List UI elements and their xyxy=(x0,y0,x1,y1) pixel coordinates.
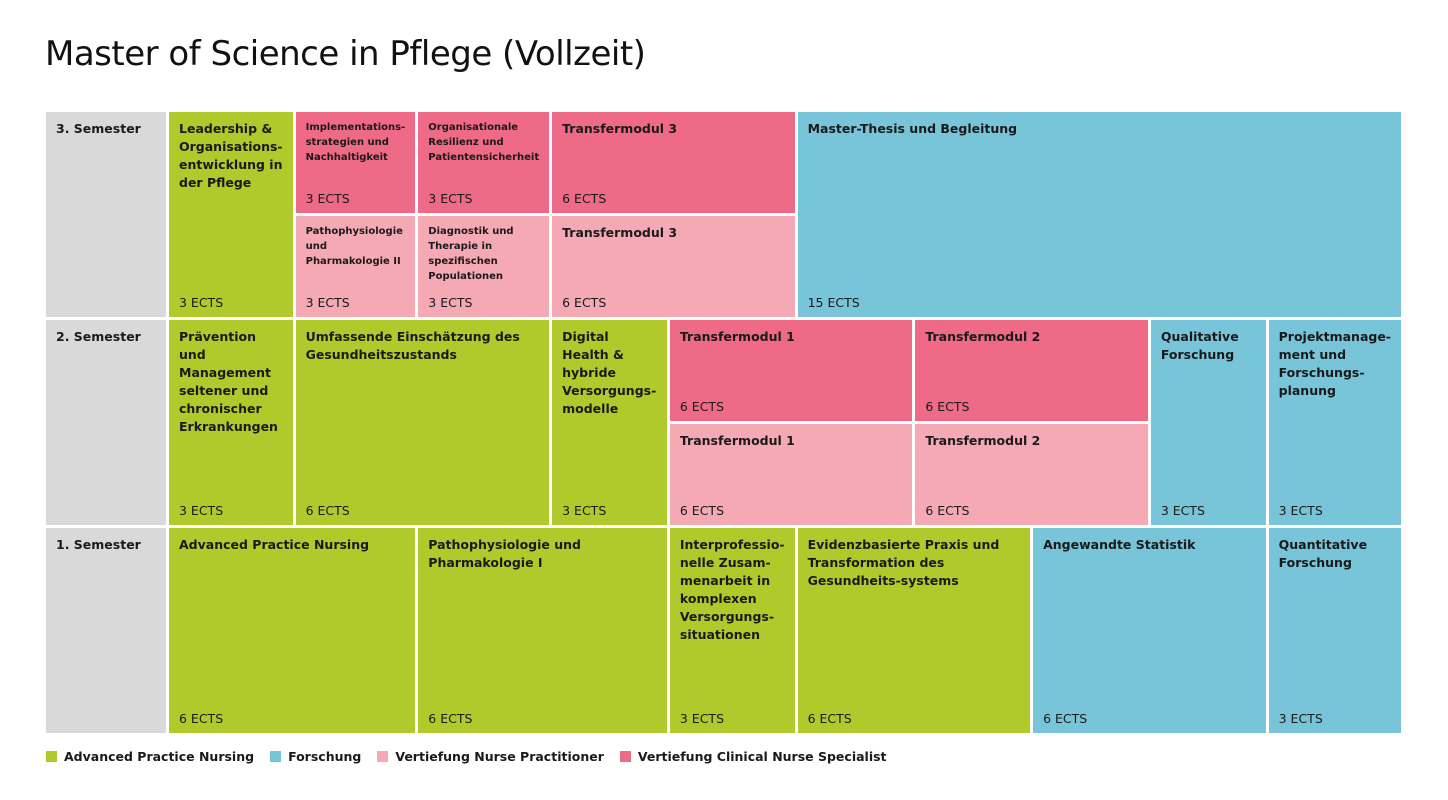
module-praevention: Prävention und Management seltener und c… xyxy=(169,320,293,525)
module-ects: 3 ECTS xyxy=(428,191,473,206)
semester-label-text: 3. Semester xyxy=(56,121,141,136)
module-interprof: Interprofessio-nelle Zusam-menarbeit in … xyxy=(669,528,795,733)
module-evidenz: Evidenzbasierte Praxis und Transformatio… xyxy=(797,528,1031,733)
module-name: Implementations-strategien und Nachhalti… xyxy=(305,122,406,163)
module-patho2: Pathophysiologie und Pharmakologie II 3 E… xyxy=(295,216,416,317)
semester-label-1: 1. Semester xyxy=(46,528,166,733)
module-name: Transfermodul 1 xyxy=(679,329,795,344)
module-ects: 3 ECTS xyxy=(1278,503,1323,518)
module-ects: 6 ECTS xyxy=(925,399,970,414)
legend-label: Vertiefung Clinical Nurse Specialist xyxy=(637,749,887,764)
module-ects: 6 ECTS xyxy=(562,295,607,310)
legend-swatch xyxy=(46,751,57,762)
module-name: Pathophysiologie und Pharmakologie I xyxy=(428,537,581,570)
module-ects: 3 ECTS xyxy=(305,191,350,206)
module-name: Projektmanage-ment und Forschungs-planun… xyxy=(1278,329,1391,398)
module-resilienz: Organisationale Resilienz und Patientens… xyxy=(418,112,550,213)
module-name: Diagnostik und Therapie in spezifischen … xyxy=(428,226,514,282)
module-patho1: Pathophysiologie und Pharmakologie I 6 EC… xyxy=(418,528,667,733)
page-title: Master of Science in Pflege (Vollzeit) xyxy=(45,34,646,74)
legend-swatch xyxy=(377,751,389,762)
module-ects: 3 ECTS xyxy=(428,295,473,310)
module-thesis: Master-Thesis und Begleitung 15 ECTS xyxy=(797,112,1401,317)
legend-item-cns: Vertiefung Clinical Nurse Specialist xyxy=(619,749,887,764)
module-name: Qualitative Forschung xyxy=(1160,329,1239,362)
module-ects: 3 ECTS xyxy=(562,503,607,518)
module-ects: 3 ECTS xyxy=(1278,711,1323,726)
semester-label-2: 2. Semester xyxy=(46,320,166,525)
legend-label: Vertiefung Nurse Practitioner xyxy=(395,749,604,764)
legend-item-forschung: Forschung xyxy=(270,749,361,764)
module-name: Master-Thesis und Begleitung xyxy=(807,121,1018,136)
module-transfer2-np: Transfermodul 2 6 ECTS xyxy=(915,424,1148,525)
module-name: Digital Health & hybride Versorgungs-mod… xyxy=(562,329,657,416)
module-ects: 6 ECTS xyxy=(925,503,970,518)
semester-label-text: 1. Semester xyxy=(56,537,141,552)
legend-label: Advanced Practice Nursing xyxy=(64,749,255,764)
module-ects: 6 ECTS xyxy=(807,711,852,726)
module-ects: 6 ECTS xyxy=(305,503,350,518)
module-name: Pathophysiologie und Pharmakologie II xyxy=(305,226,403,267)
module-transfer2-cns: Transfermodul 2 6 ECTS xyxy=(915,320,1148,421)
module-name: Evidenzbasierte Praxis und Transformatio… xyxy=(807,537,1000,588)
module-ects: 3 ECTS xyxy=(679,711,724,726)
module-ects: 15 ECTS xyxy=(807,295,860,310)
legend-item-apn: Advanced Practice Nursing xyxy=(46,749,254,764)
module-name: Transfermodul 1 xyxy=(679,433,795,448)
module-projekt: Projektmanage-ment und Forschungs-planun… xyxy=(1268,320,1401,525)
module-name: Advanced Practice Nursing xyxy=(179,537,370,552)
module-name: Leadership & Organisations-entwicklung i… xyxy=(179,121,283,190)
module-name: Transfermodul 2 xyxy=(925,433,1041,448)
module-name: Umfassende Einschätzung des Gesundheitsz… xyxy=(305,329,520,362)
module-name: Organisationale Resilienz und Patientens… xyxy=(428,122,540,163)
module-digital: Digital Health & hybride Versorgungs-mod… xyxy=(552,320,667,525)
legend-swatch xyxy=(270,751,282,762)
module-ects: 3 ECTS xyxy=(1160,503,1205,518)
module-quantitativ: Quantitative Forschung 3 ECTS xyxy=(1268,528,1401,733)
module-transfer1-np: Transfermodul 1 6 ECTS xyxy=(669,424,913,525)
module-transfer1-cns: Transfermodul 1 6 ECTS xyxy=(669,320,913,421)
module-name: Interprofessio-nelle Zusam-menarbeit in … xyxy=(679,537,785,642)
legend-swatch xyxy=(619,751,631,762)
module-ects: 6 ECTS xyxy=(1043,711,1088,726)
module-name: Transfermodul 2 xyxy=(925,329,1041,344)
module-ects: 6 ECTS xyxy=(562,191,607,206)
module-qualitativ: Qualitative Forschung 3 ECTS xyxy=(1150,320,1266,525)
module-einschaetzung: Umfassende Einschätzung des Gesundheitsz… xyxy=(295,320,550,525)
module-name: Quantitative Forschung xyxy=(1278,537,1368,570)
module-name: Transfermodul 3 xyxy=(562,121,678,136)
module-ects: 6 ECTS xyxy=(179,711,224,726)
curriculum-grid: 3. Semester Leadership & Organisations-e… xyxy=(46,112,1401,733)
legend-item-np: Vertiefung Nurse Practitioner xyxy=(377,749,604,764)
module-transfer3-np: Transfermodul 3 6 ECTS xyxy=(552,216,795,317)
semester-label-3: 3. Semester xyxy=(46,112,166,317)
module-transfer3-cns: Transfermodul 3 6 ECTS xyxy=(552,112,795,213)
module-name: Angewandte Statistik xyxy=(1043,537,1196,552)
module-ects: 3 ECTS xyxy=(305,295,350,310)
module-ects: 3 ECTS xyxy=(179,295,224,310)
module-statistik: Angewandte Statistik 6 ECTS xyxy=(1033,528,1266,733)
module-apn: Advanced Practice Nursing 6 ECTS xyxy=(169,528,416,733)
legend: Advanced Practice Nursing Forschung Vert… xyxy=(46,749,887,764)
module-implementation: Implementations-strategien und Nachhalti… xyxy=(295,112,416,213)
module-ects: 3 ECTS xyxy=(179,503,224,518)
module-name: Prävention und Management seltener und c… xyxy=(179,329,278,434)
module-diagnostik: Diagnostik und Therapie in spezifischen … xyxy=(418,216,550,317)
module-ects: 6 ECTS xyxy=(679,399,724,414)
module-name: Transfermodul 3 xyxy=(562,225,678,240)
semester-label-text: 2. Semester xyxy=(56,329,141,344)
legend-label: Forschung xyxy=(288,749,362,764)
module-leadership: Leadership & Organisations-entwicklung i… xyxy=(169,112,293,317)
module-ects: 6 ECTS xyxy=(428,711,473,726)
module-ects: 6 ECTS xyxy=(679,503,724,518)
